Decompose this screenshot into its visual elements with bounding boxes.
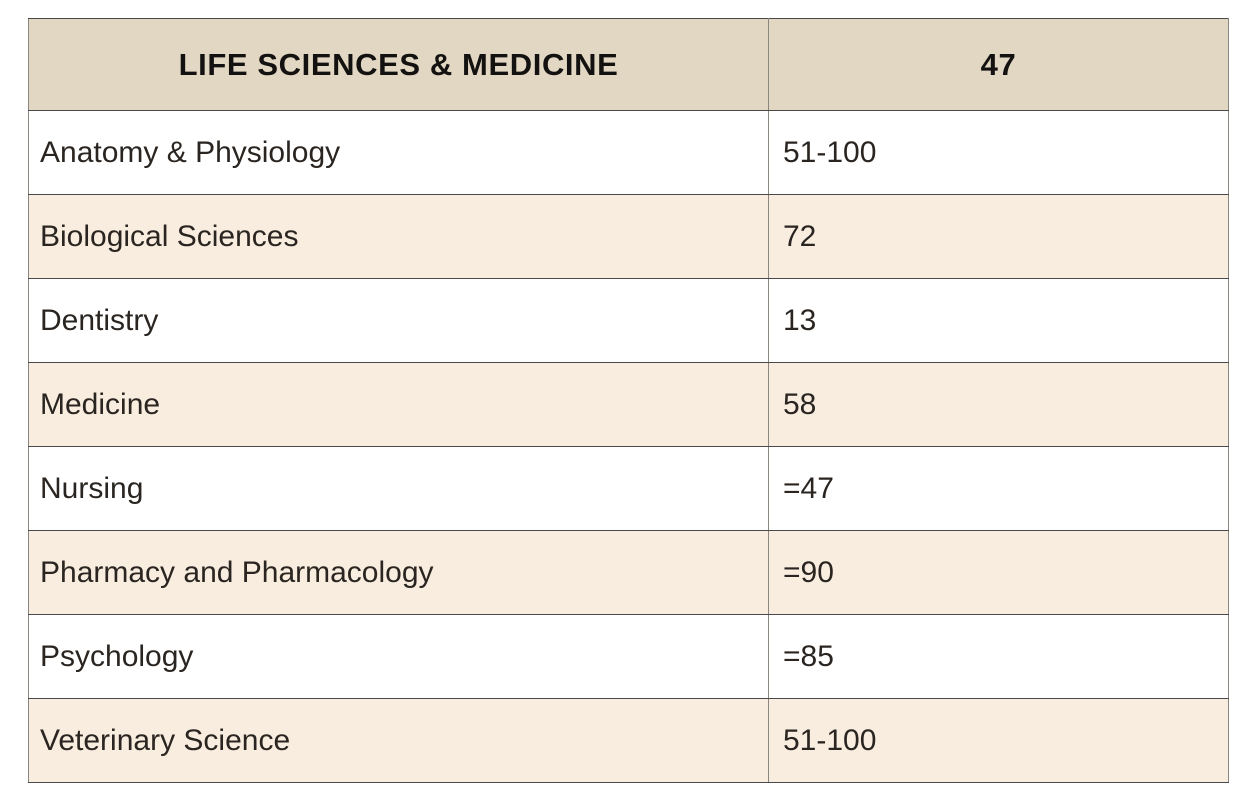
header-category-cell: LIFE SCIENCES & MEDICINE: [28, 18, 769, 111]
rank-cell: 51-100: [768, 698, 1229, 783]
rank-cell: =90: [768, 530, 1229, 615]
table-row: Nursing =47: [28, 446, 1229, 531]
rank-cell: 58: [768, 362, 1229, 447]
subject-cell: Psychology: [28, 614, 769, 699]
table-row: Psychology =85: [28, 614, 1229, 699]
table-row: Dentistry 13: [28, 278, 1229, 363]
subject-cell: Dentistry: [28, 278, 769, 363]
rank-cell: 72: [768, 194, 1229, 279]
rank-cell: =47: [768, 446, 1229, 531]
table-row: Veterinary Science 51-100: [28, 698, 1229, 783]
rank-cell: 51-100: [768, 110, 1229, 195]
table-row: Medicine 58: [28, 362, 1229, 447]
table-row: Biological Sciences 72: [28, 194, 1229, 279]
header-overall-rank-cell: 47: [768, 18, 1229, 111]
subject-cell: Anatomy & Physiology: [28, 110, 769, 195]
table-row: Anatomy & Physiology 51-100: [28, 110, 1229, 195]
rank-cell: =85: [768, 614, 1229, 699]
subject-cell: Biological Sciences: [28, 194, 769, 279]
rankings-table: LIFE SCIENCES & MEDICINE 47 Anatomy & Ph…: [28, 18, 1229, 783]
subject-cell: Pharmacy and Pharmacology: [28, 530, 769, 615]
table-header-row: LIFE SCIENCES & MEDICINE 47: [28, 18, 1229, 111]
rank-cell: 13: [768, 278, 1229, 363]
subject-cell: Veterinary Science: [28, 698, 769, 783]
subject-cell: Medicine: [28, 362, 769, 447]
table-row: Pharmacy and Pharmacology =90: [28, 530, 1229, 615]
subject-cell: Nursing: [28, 446, 769, 531]
